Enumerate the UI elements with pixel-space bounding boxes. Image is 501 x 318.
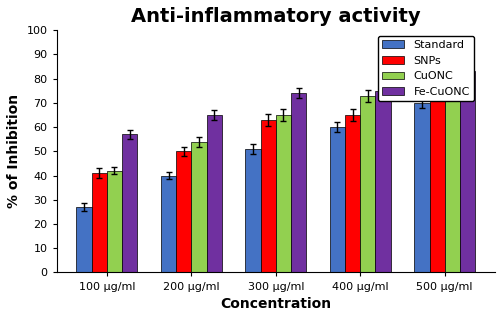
Bar <box>291 93 306 273</box>
Bar <box>92 173 107 273</box>
Bar <box>444 93 459 273</box>
Title: Anti-inflammatory activity: Anti-inflammatory activity <box>131 7 420 26</box>
Bar <box>76 207 92 273</box>
Bar <box>107 171 122 273</box>
Bar <box>375 91 390 273</box>
Bar <box>429 88 444 273</box>
Bar <box>275 115 291 273</box>
Bar <box>206 115 221 273</box>
Bar <box>329 127 344 273</box>
Y-axis label: % of Inhibition: % of Inhibition <box>7 94 21 208</box>
Bar <box>245 149 260 273</box>
Bar <box>161 176 176 273</box>
Bar <box>122 135 137 273</box>
Bar <box>360 96 375 273</box>
Bar <box>413 103 429 273</box>
Bar <box>191 142 206 273</box>
Bar <box>344 115 360 273</box>
Bar <box>176 151 191 273</box>
X-axis label: Concentration: Concentration <box>220 297 331 311</box>
Bar <box>459 72 474 273</box>
Bar <box>260 120 275 273</box>
Legend: Standard, SNPs, CuONC, Fe-CuONC: Standard, SNPs, CuONC, Fe-CuONC <box>377 36 473 101</box>
